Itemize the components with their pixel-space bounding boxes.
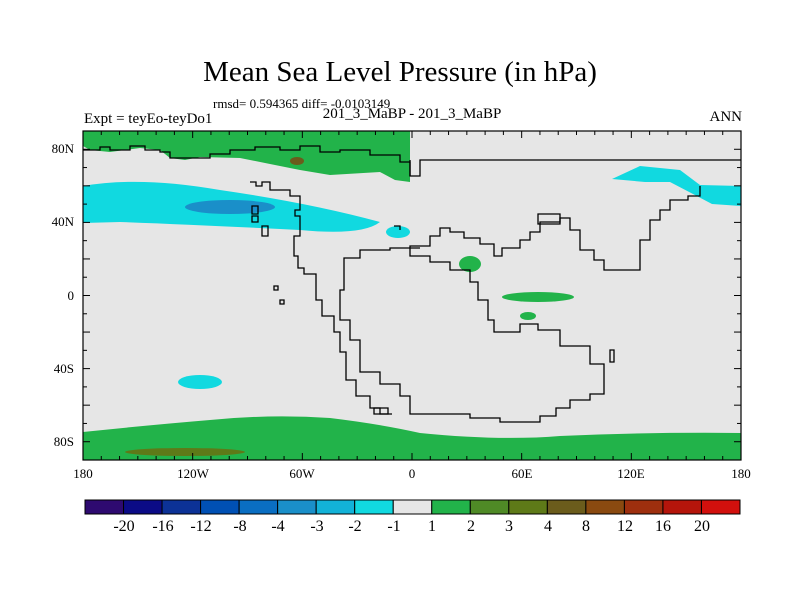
x-tick-label: 60E <box>512 466 533 481</box>
africa-positive-region <box>502 292 574 302</box>
x-tick-label: 120W <box>177 466 210 481</box>
arctic-positive-region <box>83 131 410 182</box>
colorbar-swatch <box>431 499 471 515</box>
coastlines <box>83 145 741 423</box>
colorbar-label: -16 <box>152 518 173 535</box>
season-label: ANN <box>709 109 743 125</box>
colorbar-swatch <box>354 499 394 515</box>
colorbar-label: 4 <box>544 518 552 535</box>
y-tick-label: 80N <box>52 141 75 156</box>
colorbar-swatch <box>700 499 741 515</box>
arabia-positive-region <box>459 256 481 272</box>
colorbar-label: -8 <box>233 518 246 535</box>
map-field <box>83 131 741 460</box>
southern-ocean-positive-region <box>83 416 741 460</box>
madagascar-positive-region <box>520 312 536 320</box>
colorbar-labels: -20 -16 -12 -8 -4 -3 -2 -1 1 2 3 4 8 12 … <box>113 518 710 535</box>
colorbar-swatch <box>200 499 240 515</box>
colorbar-swatch <box>392 499 433 515</box>
colorbar-swatch <box>469 499 510 515</box>
colorbar-label: -20 <box>113 518 134 535</box>
x-tick-label: 180 <box>73 466 93 481</box>
experiment-label: Expt = teyEo-teyDo1 <box>84 111 213 127</box>
x-tick-label: 0 <box>409 466 416 481</box>
x-tick-label: 60W <box>289 466 315 481</box>
colorbar-label: -1 <box>387 518 400 535</box>
colorbar-label: 20 <box>694 518 710 535</box>
colorbar-swatch <box>623 499 664 515</box>
x-tick-label: 180 <box>731 466 751 481</box>
colorbar-swatch <box>84 499 125 515</box>
colorbar-label: 3 <box>505 518 513 535</box>
y-tick-label: 80S <box>54 434 74 449</box>
y-tick-label: 40N <box>52 214 75 229</box>
colorbar-swatch <box>123 499 163 515</box>
colorbar-swatch <box>277 499 317 515</box>
colorbar-label: 12 <box>617 518 633 535</box>
colorbar-label: -2 <box>348 518 361 535</box>
colorbar-swatch <box>546 499 587 515</box>
axis-ticks <box>82 130 742 461</box>
colorbar <box>84 499 741 515</box>
y-tick-label: 0 <box>68 288 75 303</box>
colorbar-swatch <box>662 499 702 515</box>
colorbar-swatch <box>238 499 279 515</box>
stats-line: rmsd= 0.594365 diff= -0.0103149 <box>213 96 391 111</box>
center-label: 201_3_MaBP - 201_3_MaBP <box>322 106 502 122</box>
colorbar-swatch <box>315 499 356 515</box>
y-tick-label: 40S <box>54 361 74 376</box>
colorbar-label: -3 <box>310 518 323 535</box>
siberia-negative-region <box>612 166 741 206</box>
atlantic-negative-region <box>386 226 410 238</box>
colorbar-swatch <box>508 499 548 515</box>
colorbar-swatch <box>585 499 625 515</box>
colorbar-label: 1 <box>428 518 436 535</box>
colorbar-label: 8 <box>582 518 590 535</box>
antarctic-core-region <box>125 448 245 456</box>
x-tick-label: 120E <box>617 466 645 481</box>
colorbar-label: -4 <box>271 518 284 535</box>
x-tick-labels: 180 120W 60W 0 60E 120E 180 <box>73 466 751 481</box>
y-tick-labels: 80N 40N 0 40S 80S <box>52 141 75 449</box>
colorbar-label: 2 <box>467 518 475 535</box>
plot-title: Mean Sea Level Pressure (in hPa) <box>203 56 597 88</box>
arctic-core-region <box>290 157 304 165</box>
colorbar-swatch <box>161 499 202 515</box>
colorbar-label: -12 <box>190 518 211 535</box>
south-pacific-negative-region <box>178 375 222 389</box>
north-pacific-core-region <box>185 200 275 214</box>
colorbar-label: 16 <box>655 518 671 535</box>
